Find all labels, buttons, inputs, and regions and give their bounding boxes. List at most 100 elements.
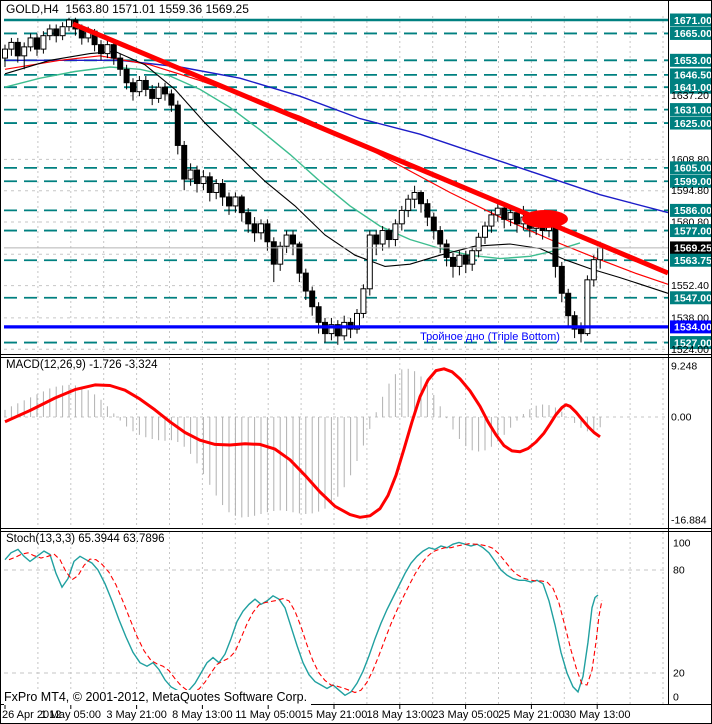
candle[interactable] — [174, 100, 181, 155]
candle[interactable] — [149, 84, 156, 106]
candle[interactable] — [53, 24, 60, 43]
candle[interactable] — [251, 217, 258, 242]
candle[interactable] — [123, 64, 130, 90]
candle[interactable] — [360, 284, 367, 318]
candle[interactable] — [258, 219, 264, 240]
candle[interactable] — [565, 288, 572, 327]
candle[interactable] — [437, 226, 444, 253]
ma-blue-line[interactable] — [5, 59, 669, 214]
candle[interactable] — [373, 230, 380, 256]
candle[interactable] — [200, 170, 207, 191]
candle[interactable] — [142, 76, 149, 97]
candle[interactable] — [130, 78, 136, 101]
candle[interactable] — [206, 172, 213, 202]
ma-red-line[interactable] — [4, 55, 669, 285]
macd-signal-line[interactable] — [4, 367, 601, 519]
ohlc-values: 1563.80 1571.01 1559.36 1569.25 — [65, 2, 249, 16]
candle-body — [40, 35, 47, 50]
candle[interactable] — [392, 219, 399, 247]
candle[interactable] — [571, 311, 578, 339]
candle[interactable] — [213, 179, 220, 200]
price-badge — [670, 103, 712, 117]
candle[interactable] — [501, 203, 508, 229]
price-badge — [670, 26, 712, 40]
candle[interactable] — [136, 76, 143, 97]
candle[interactable] — [238, 194, 245, 222]
candle[interactable] — [482, 221, 488, 244]
candle[interactable] — [334, 320, 341, 345]
candle[interactable] — [475, 232, 482, 258]
candle[interactable] — [430, 212, 437, 240]
candle[interactable] — [411, 185, 418, 209]
candle[interactable] — [194, 165, 200, 193]
candle[interactable] — [162, 82, 168, 101]
candle[interactable] — [245, 208, 252, 233]
candle[interactable] — [552, 221, 559, 278]
candle[interactable] — [187, 163, 194, 186]
candle[interactable] — [398, 205, 405, 231]
triple-bottom-annotation[interactable]: Тройное дно (Triple Bottom) — [420, 331, 560, 343]
candle[interactable] — [290, 230, 296, 256]
candle[interactable] — [270, 237, 277, 283]
candle[interactable] — [66, 17, 72, 32]
candle-body — [424, 203, 431, 218]
time-label: 26 Apr 2012 — [2, 709, 61, 721]
candle[interactable] — [514, 210, 520, 233]
candle[interactable] — [462, 250, 469, 274]
candle[interactable] — [558, 261, 565, 303]
time-label: 3 May 21:00 — [106, 709, 167, 721]
candle[interactable] — [226, 192, 232, 215]
candle[interactable] — [405, 194, 412, 218]
candle[interactable] — [219, 179, 226, 206]
candle[interactable] — [27, 33, 34, 52]
candle[interactable] — [302, 268, 309, 300]
candle[interactable] — [232, 192, 239, 213]
candle[interactable] — [110, 42, 117, 65]
candle[interactable] — [309, 286, 316, 316]
candle[interactable] — [8, 37, 15, 56]
candle[interactable] — [354, 308, 360, 334]
candle[interactable] — [418, 190, 424, 213]
candle[interactable] — [98, 40, 104, 61]
candle[interactable] — [46, 24, 53, 41]
candle[interactable] — [14, 37, 21, 63]
stoch-d-line[interactable] — [8, 543, 603, 694]
candle[interactable] — [2, 44, 8, 68]
candle[interactable] — [494, 201, 501, 222]
candle[interactable] — [507, 208, 514, 227]
candle[interactable] — [277, 241, 284, 271]
ma-green-line[interactable] — [4, 66, 581, 260]
candle[interactable] — [456, 250, 463, 276]
candle[interactable] — [21, 42, 28, 70]
candle[interactable] — [296, 241, 303, 283]
candle-body — [200, 176, 207, 185]
candle[interactable] — [328, 317, 335, 341]
candle[interactable] — [450, 252, 456, 278]
candle[interactable] — [469, 246, 476, 271]
stoch-k-line[interactable] — [4, 541, 599, 697]
descending-trendline[interactable] — [72, 21, 669, 276]
candle[interactable] — [168, 89, 175, 112]
candle[interactable] — [104, 40, 111, 59]
resistance-test-ellipse[interactable] — [522, 210, 568, 228]
candle[interactable] — [264, 219, 271, 251]
candle[interactable] — [379, 226, 386, 251]
candle[interactable] — [590, 255, 597, 287]
candle[interactable] — [322, 317, 328, 343]
candle[interactable] — [155, 82, 162, 103]
candle[interactable] — [366, 230, 373, 296]
candle[interactable] — [40, 31, 47, 54]
candle[interactable] — [488, 210, 495, 233]
candle[interactable] — [117, 53, 124, 76]
candle[interactable] — [181, 140, 188, 191]
candle[interactable] — [386, 228, 392, 249]
candle[interactable] — [424, 199, 431, 227]
candle[interactable] — [59, 22, 66, 41]
candle[interactable] — [443, 239, 450, 267]
candle[interactable] — [34, 33, 40, 56]
candle[interactable] — [315, 302, 322, 334]
candle[interactable] — [283, 230, 290, 253]
